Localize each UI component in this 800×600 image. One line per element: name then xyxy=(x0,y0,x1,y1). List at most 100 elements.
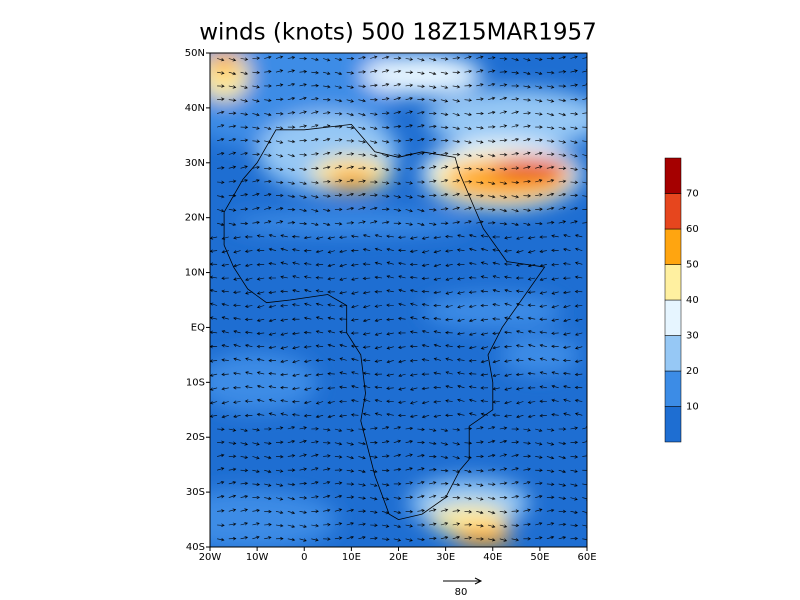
wind-arrow xyxy=(468,318,477,323)
wind-arrow xyxy=(275,167,284,171)
wind-arrow xyxy=(240,85,248,89)
wind-arrow xyxy=(280,318,288,322)
wind-arrow xyxy=(264,84,272,88)
wind-arrow xyxy=(405,509,414,514)
wind-arrow xyxy=(350,413,359,417)
wind-arrow xyxy=(386,359,394,364)
wind-arrow xyxy=(358,166,367,170)
wind-arrow xyxy=(252,126,260,130)
wind-arrow xyxy=(563,385,571,389)
wind-arrow xyxy=(268,385,277,389)
wind-arrow xyxy=(358,441,366,446)
wind-arrow xyxy=(456,345,465,349)
wind-arrow xyxy=(311,509,319,513)
wind-arrow xyxy=(429,428,437,432)
wind-arrow xyxy=(292,346,300,350)
wind-arrow xyxy=(311,97,319,101)
x-tick-label: 40E xyxy=(483,552,502,563)
wind-arrow xyxy=(527,236,536,240)
wind-arrow xyxy=(409,330,418,334)
wind-arrow xyxy=(381,497,390,501)
wind-arrow xyxy=(362,385,371,389)
wind-arrow xyxy=(252,192,260,197)
wind-arrow xyxy=(464,140,472,144)
wind-arrow xyxy=(539,304,547,308)
wind-arrow xyxy=(480,373,489,377)
wind-arrow xyxy=(574,372,583,377)
wind-arrow xyxy=(252,99,260,103)
africa-coast xyxy=(223,123,546,521)
wind-arrow xyxy=(393,96,402,101)
wind-arrow xyxy=(398,261,406,266)
wind-arrow xyxy=(217,495,225,499)
wind-arrow xyxy=(311,124,319,128)
field-patch xyxy=(499,334,580,375)
wind-arrow xyxy=(535,536,543,540)
wind-arrow xyxy=(292,373,300,377)
wind-arrow xyxy=(440,207,449,211)
wind-arrow xyxy=(370,167,378,171)
wind-arrow xyxy=(323,508,331,513)
wind-arrow xyxy=(228,85,237,89)
wind-arrow xyxy=(327,303,335,307)
wind-arrow xyxy=(350,318,359,322)
wind-arrow xyxy=(480,412,489,416)
wind-arrow xyxy=(299,510,308,514)
wind-arrow xyxy=(252,112,260,117)
wind-arrow xyxy=(539,317,547,321)
wind-arrow xyxy=(315,414,324,419)
wind-arrow xyxy=(334,522,343,526)
wind-arrow xyxy=(362,358,371,362)
wind-arrow xyxy=(523,522,531,527)
wind-arrow xyxy=(244,344,253,348)
colorbar-segment xyxy=(664,228,682,265)
wind-arrow xyxy=(287,524,296,528)
wind-arrow xyxy=(487,194,496,199)
wind-arrow xyxy=(487,125,496,129)
wind-arrow xyxy=(358,455,366,460)
wind-arrow xyxy=(574,275,583,279)
wind-arrow xyxy=(217,427,225,431)
wind-arrow xyxy=(393,510,402,515)
wind-arrow xyxy=(452,509,461,513)
wind-arrow xyxy=(315,344,324,348)
wind-arrow xyxy=(504,414,512,418)
wind-arrow xyxy=(358,206,366,210)
wind-arrow xyxy=(452,206,460,210)
x-tick-label: 60E xyxy=(577,552,596,563)
wind-arrow xyxy=(409,262,418,267)
wind-arrow xyxy=(370,126,378,130)
wind-arrow xyxy=(299,138,308,143)
wind-arrow xyxy=(440,57,449,61)
wind-arrow xyxy=(245,277,253,281)
wind-arrow xyxy=(476,69,484,73)
wind-arrow xyxy=(492,235,500,239)
y-tick-label: 40N xyxy=(185,103,205,114)
wind-arrow xyxy=(334,468,343,472)
wind-arrow xyxy=(323,481,331,485)
wind-arrow xyxy=(551,398,559,403)
wind-arrow xyxy=(570,193,579,198)
wind-arrow xyxy=(315,289,324,293)
wind-arrow xyxy=(386,234,394,239)
wind-arrow xyxy=(252,522,260,526)
wind-arrow xyxy=(381,220,390,225)
wind-arrow xyxy=(339,399,347,404)
y-tick-label: 10N xyxy=(185,268,205,279)
wind-arrow xyxy=(440,442,449,446)
wind-arrow xyxy=(370,154,378,158)
wind-arrow xyxy=(315,387,324,391)
wind-arrow xyxy=(228,508,237,512)
wind-arrow xyxy=(516,414,524,419)
wind-arrow xyxy=(546,456,555,460)
wind-arrow xyxy=(476,207,484,211)
colorbar-label: 40 xyxy=(686,295,699,306)
wind-arrow xyxy=(334,179,343,183)
wind-arrow xyxy=(480,318,489,322)
wind-arrow xyxy=(452,139,461,144)
wind-arrow xyxy=(582,497,587,501)
wind-arrow xyxy=(240,221,249,226)
wind-arrow xyxy=(563,332,571,336)
wind-arrow xyxy=(433,400,441,404)
colorbar-segment xyxy=(664,157,682,194)
